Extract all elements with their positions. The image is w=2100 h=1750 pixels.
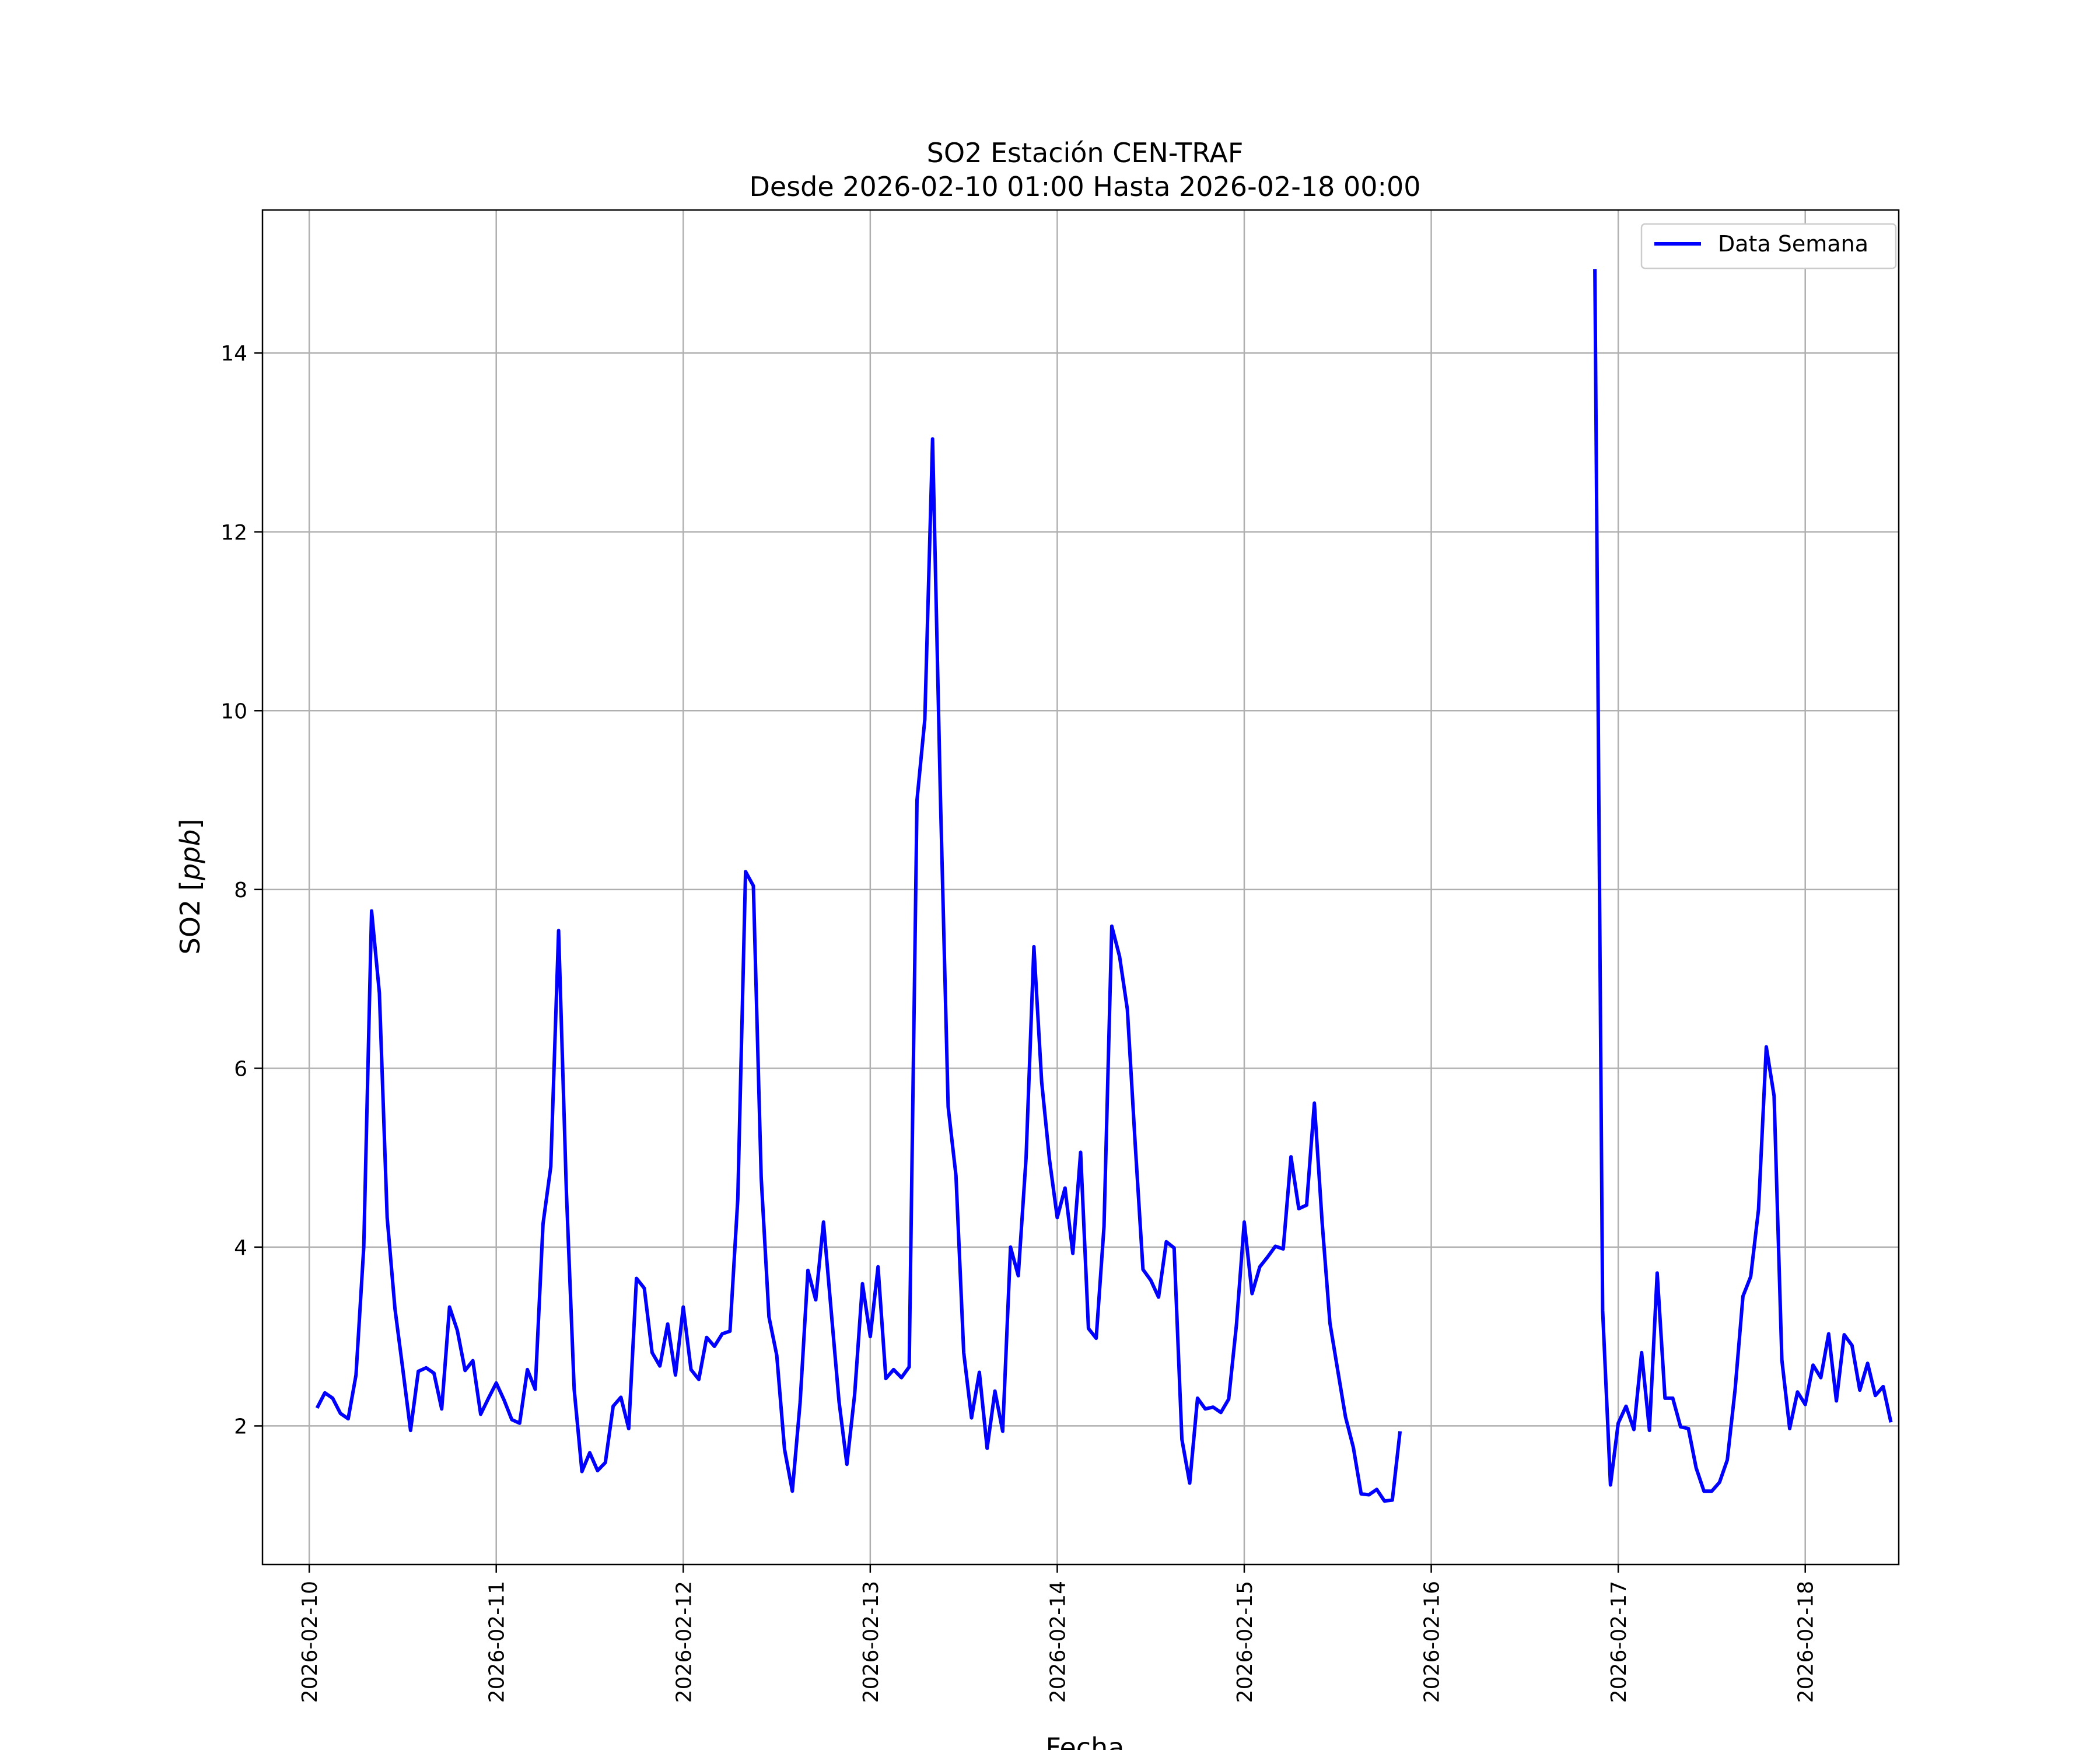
x-tick-label: 2026-02-15	[1233, 1581, 1257, 1703]
y-axis-label-close: ]	[174, 819, 206, 830]
series-layer	[315, 269, 1893, 1503]
x-tick-label: 2026-02-17	[1607, 1581, 1631, 1703]
y-axis-label: SO2 [ppb]	[174, 819, 206, 955]
y-tick-label: 8	[234, 878, 247, 902]
chart-subtitle: Desde 2026-02-10 01:00 Hasta 2026-02-18 …	[749, 171, 1420, 202]
x-tick-label: 2026-02-18	[1794, 1581, 1818, 1703]
y-tick-label: 10	[220, 699, 247, 723]
x-tick-label: 2026-02-10	[298, 1581, 322, 1703]
legend-box	[1640, 223, 1897, 270]
y-axis-label-text: SO2 [	[174, 880, 206, 954]
y-tick-label: 14	[220, 342, 247, 366]
y-tick-label: 4	[234, 1236, 247, 1260]
x-tick-label: 2026-02-12	[672, 1581, 696, 1703]
plot-frame	[261, 209, 1900, 1566]
axis-ticks: 2026-02-10 2026-02-11 2026-02-12 2026-02-13…	[220, 342, 1818, 1703]
x-tick-label: 2026-02-13	[859, 1581, 883, 1703]
y-axis-label-unit: ppb	[174, 830, 206, 881]
legend-label: Data Semana	[1718, 231, 1868, 257]
y-tick-label: 2	[234, 1415, 247, 1438]
grid-lines	[262, 210, 1899, 1564]
x-tick-label: 2026-02-16	[1420, 1581, 1444, 1703]
legend: Data Semana	[1640, 223, 1897, 270]
x-axis-label: Fecha	[1046, 1732, 1125, 1750]
series-line-data-semana	[315, 269, 1893, 1503]
y-tick-label: 12	[220, 521, 247, 545]
x-tick-label: 2026-02-11	[485, 1581, 509, 1703]
y-tick-label: 6	[234, 1057, 247, 1081]
chart-title: SO2 Estación CEN-TRAF	[927, 137, 1244, 169]
x-tick-label: 2026-02-14	[1046, 1581, 1070, 1703]
